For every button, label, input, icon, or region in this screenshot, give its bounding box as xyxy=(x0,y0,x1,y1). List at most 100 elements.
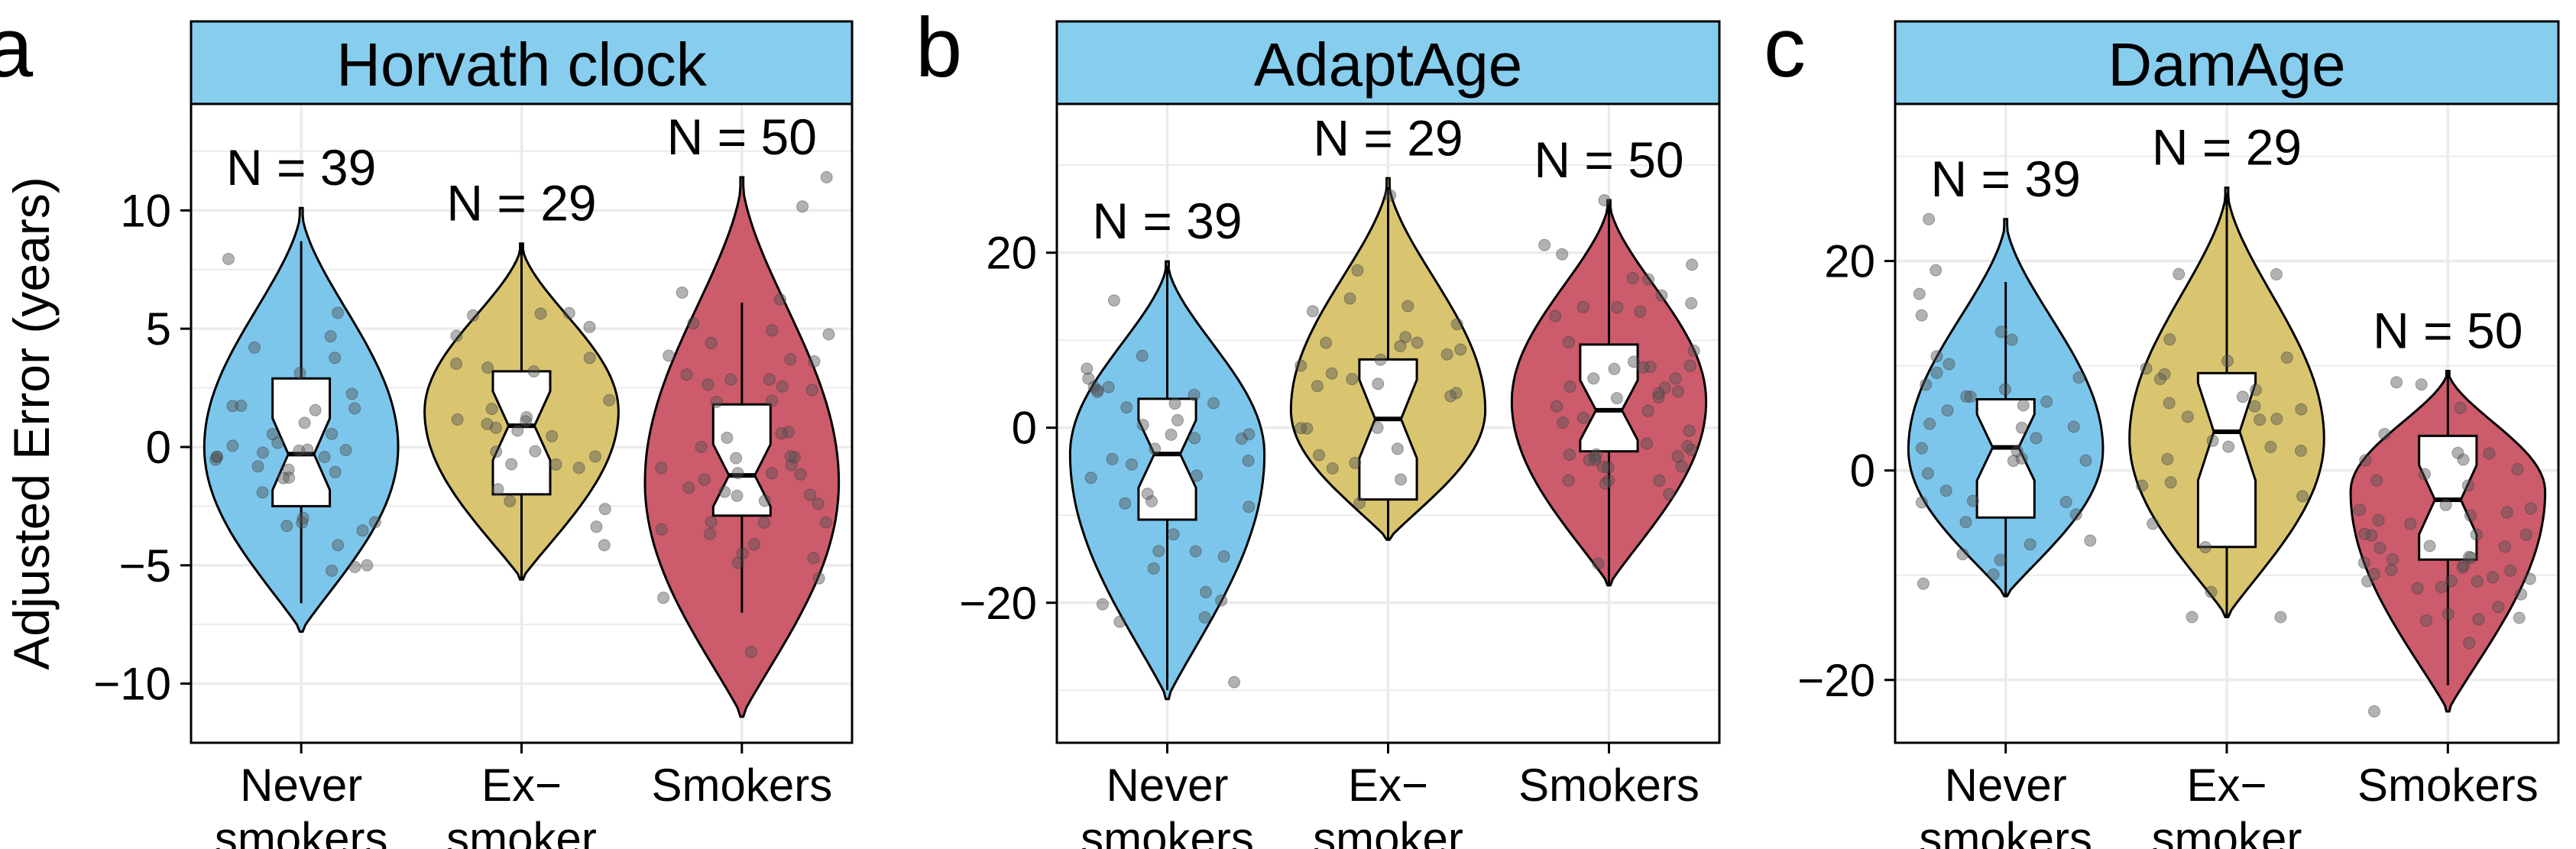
data-point xyxy=(1671,450,1684,463)
y-tick-label: 20 xyxy=(986,228,1037,279)
data-point xyxy=(2296,490,2309,503)
data-point xyxy=(1147,562,1160,575)
x-tick-label: Smokers xyxy=(1518,760,1700,811)
data-point xyxy=(271,436,284,449)
data-point xyxy=(774,293,786,306)
data-point xyxy=(1294,422,1307,435)
y-tick-label: 10 xyxy=(120,185,171,236)
y-tick-label: 0 xyxy=(146,422,171,473)
data-point xyxy=(1556,248,1569,261)
data-point xyxy=(1351,264,1364,277)
data-point xyxy=(2464,551,2477,564)
data-point xyxy=(2454,401,2467,414)
data-point xyxy=(1641,437,1654,450)
data-point xyxy=(248,341,261,354)
data-point xyxy=(329,352,342,365)
data-point xyxy=(1091,386,1104,398)
panel-title: AdaptAge xyxy=(1254,31,1522,99)
data-point xyxy=(2367,568,2380,581)
data-point xyxy=(339,444,352,456)
data-point xyxy=(757,517,770,529)
data-point xyxy=(663,349,676,362)
data-point xyxy=(481,417,494,430)
data-point xyxy=(1672,385,1684,398)
panel-letter: c xyxy=(1764,1,1806,95)
box xyxy=(711,403,772,517)
data-point xyxy=(1384,189,1397,202)
data-point xyxy=(1353,497,1366,510)
data-point xyxy=(489,421,502,434)
data-point xyxy=(2373,542,2386,554)
panel-letter: a xyxy=(0,1,34,95)
data-point xyxy=(2153,373,2166,385)
data-point xyxy=(1915,442,1928,455)
box xyxy=(271,377,332,507)
y-tick-label: −5 xyxy=(119,540,171,591)
data-point xyxy=(210,450,223,463)
data-point xyxy=(1326,462,1339,475)
y-axis-label: Adjusted Error (years) xyxy=(3,177,60,670)
panel-letter: b xyxy=(915,1,962,95)
data-point xyxy=(332,306,344,319)
data-point xyxy=(2161,452,2174,465)
data-point xyxy=(2513,611,2526,624)
violin-group-2 xyxy=(2128,186,2325,624)
data-point xyxy=(1444,390,1457,403)
data-point xyxy=(721,431,734,444)
data-point xyxy=(485,403,498,416)
data-point xyxy=(1590,448,1602,461)
x-tick-label: smoker xyxy=(1313,813,1463,849)
data-point xyxy=(226,400,239,413)
data-point xyxy=(1589,453,1602,466)
data-point xyxy=(572,462,585,475)
x-tick-label: Never xyxy=(1106,760,1228,811)
data-point xyxy=(280,520,293,533)
data-point xyxy=(804,488,817,501)
data-point xyxy=(1374,353,1387,366)
y-tick-label: 20 xyxy=(1824,236,1875,287)
data-point xyxy=(2515,588,2528,601)
x-tick-label: Never xyxy=(1945,760,2067,811)
data-point xyxy=(2457,453,2470,466)
data-point xyxy=(2524,502,2537,515)
x-tick-label: smokers xyxy=(1081,813,1254,849)
data-point xyxy=(1091,384,1104,397)
data-point xyxy=(657,591,670,604)
y-tick-label: −20 xyxy=(959,578,1037,629)
data-point xyxy=(1557,416,1570,429)
n-label-1: N = 39 xyxy=(226,139,376,196)
data-point xyxy=(812,497,825,510)
data-point xyxy=(1313,449,1326,462)
data-point xyxy=(1242,454,1255,467)
data-point xyxy=(1675,460,1688,473)
y-tick-label: 0 xyxy=(1012,403,1037,454)
jitter-points xyxy=(1294,189,1467,510)
data-point xyxy=(2456,561,2469,574)
data-point xyxy=(1082,372,1095,385)
data-point xyxy=(682,481,695,494)
strip-background xyxy=(190,20,854,105)
jitter-points xyxy=(450,306,616,552)
data-point xyxy=(2147,517,2160,530)
data-point xyxy=(1243,428,1256,441)
data-point xyxy=(1454,343,1467,356)
n-label-3: N = 50 xyxy=(667,109,817,165)
data-point xyxy=(1084,471,1097,484)
data-point xyxy=(1915,309,1928,322)
data-point xyxy=(1920,378,1933,391)
data-point xyxy=(534,307,547,320)
data-point xyxy=(235,400,248,412)
data-point xyxy=(2472,613,2485,626)
data-point xyxy=(724,373,737,386)
data-point xyxy=(1941,404,1954,417)
data-point xyxy=(2040,395,2053,408)
data-point xyxy=(655,462,668,475)
data-point xyxy=(598,539,611,552)
data-point xyxy=(2236,390,2249,403)
data-point xyxy=(2007,455,2020,468)
data-point xyxy=(1683,359,1696,372)
data-point xyxy=(1096,598,1109,611)
data-point xyxy=(2274,611,2287,624)
data-point xyxy=(1964,390,1977,403)
data-point xyxy=(1243,501,1256,514)
